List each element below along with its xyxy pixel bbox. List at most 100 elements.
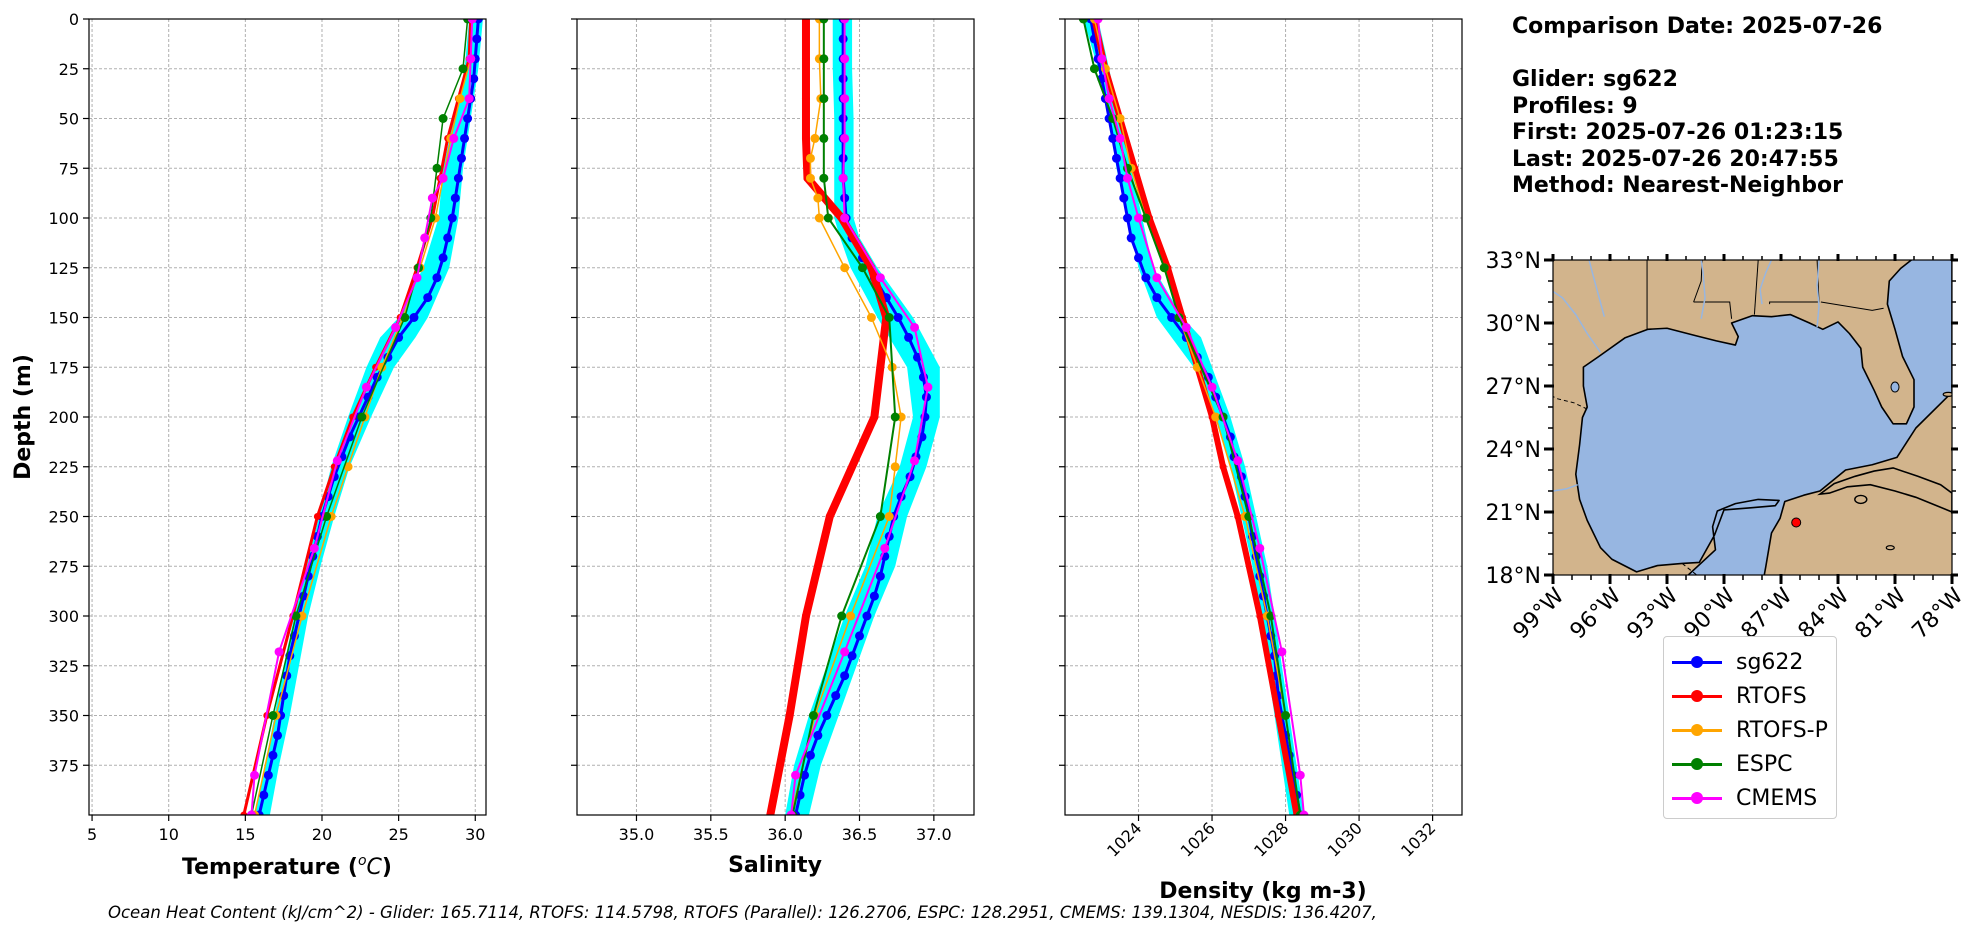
map-panel: 99°W96°W93°W90°W87°W84°W81°W78°W18°N21°N… bbox=[1486, 249, 1969, 644]
data-point bbox=[332, 456, 342, 466]
data-point bbox=[391, 322, 401, 332]
x-tick-label: 1024 bbox=[1103, 818, 1145, 860]
data-point bbox=[875, 571, 885, 581]
data-point bbox=[1219, 463, 1227, 471]
data-point bbox=[443, 233, 453, 243]
data-point bbox=[1115, 133, 1125, 143]
data-point bbox=[840, 213, 850, 223]
data-point bbox=[464, 94, 474, 104]
temperature-axis-label: Temperature (oC) bbox=[182, 853, 392, 880]
map-x-tick-label: 96°W bbox=[1566, 583, 1627, 644]
last-profile-time: Last: 2025-07-26 20:47:55 bbox=[1512, 146, 1839, 172]
data-point bbox=[1115, 173, 1125, 183]
gulf-of-mexico bbox=[1575, 260, 1952, 575]
temperature-panel: 0 25 50 75 100 125 150 175 200 225 250 275 300 325 350… bbox=[48, 10, 487, 844]
data-point bbox=[1126, 233, 1136, 243]
river bbox=[1553, 483, 1578, 492]
data-point bbox=[432, 163, 442, 173]
y-tick-label: 25 bbox=[59, 60, 79, 79]
x-tick-label: 1032 bbox=[1397, 818, 1439, 860]
data-point bbox=[801, 94, 810, 103]
grand-bahama bbox=[1942, 391, 1952, 397]
legend-label-rtofs: RTOFS bbox=[1736, 683, 1807, 709]
legend-item-cmems: CMEMS bbox=[1672, 781, 1836, 815]
data-point bbox=[857, 263, 867, 273]
data-point bbox=[866, 313, 876, 322]
y-tick-label: 200 bbox=[48, 408, 79, 427]
state-border bbox=[1753, 260, 1759, 315]
y-axis-label: Depth (m) bbox=[11, 354, 36, 480]
data-point bbox=[825, 512, 834, 521]
lake-okeechobee bbox=[1890, 381, 1900, 393]
y-tick-label: 325 bbox=[48, 657, 79, 676]
legend-item-espc: ESPC bbox=[1672, 747, 1836, 781]
x-tick-label: 25 bbox=[388, 825, 408, 844]
data-point bbox=[890, 412, 900, 422]
data-point bbox=[322, 512, 332, 521]
data-point bbox=[432, 273, 442, 283]
data-point bbox=[263, 770, 273, 780]
data-point bbox=[1277, 647, 1287, 657]
data-point bbox=[801, 612, 810, 620]
data-point bbox=[855, 631, 865, 641]
data-point bbox=[805, 173, 815, 183]
x-tick-label: 1026 bbox=[1177, 818, 1219, 860]
data-point bbox=[819, 19, 829, 24]
data-point bbox=[808, 711, 818, 720]
data-point bbox=[840, 54, 850, 64]
data-point bbox=[313, 513, 321, 520]
data-point bbox=[840, 671, 850, 681]
data-point bbox=[876, 363, 885, 372]
data-point bbox=[838, 34, 848, 44]
data-point bbox=[831, 691, 841, 701]
data-point bbox=[1119, 193, 1129, 203]
density-axis-label: Density (kg m-3) bbox=[1159, 879, 1367, 904]
data-point bbox=[447, 213, 457, 223]
data-point bbox=[449, 133, 459, 143]
y-tick-label: 50 bbox=[59, 110, 79, 129]
y-tick-label: 275 bbox=[48, 557, 79, 576]
data-point bbox=[250, 770, 260, 780]
data-point bbox=[438, 114, 448, 123]
data-point bbox=[1281, 711, 1291, 720]
y-tick-label: 300 bbox=[48, 607, 79, 626]
legend-swatch-sg622 bbox=[1672, 652, 1722, 672]
x-tick-label: 1028 bbox=[1250, 818, 1292, 860]
data-point bbox=[822, 711, 832, 720]
data-point bbox=[862, 611, 872, 621]
series-line bbox=[790, 19, 929, 815]
legend-item-rtofs-p: RTOFS-P bbox=[1672, 713, 1836, 747]
data-point bbox=[810, 133, 820, 143]
data-point bbox=[309, 543, 319, 553]
ocean-heat-content-footer: Ocean Heat Content (kJ/cm^2) - Glider: 1… bbox=[108, 903, 1377, 922]
data-point bbox=[1256, 612, 1264, 620]
data-point bbox=[1141, 273, 1151, 283]
x-tick-label: 36.0 bbox=[767, 825, 803, 844]
series-espc bbox=[1078, 19, 1305, 815]
data-point bbox=[438, 173, 448, 183]
map-y-tick-label: 18°N bbox=[1486, 564, 1541, 589]
data-point bbox=[890, 462, 900, 472]
data-point bbox=[466, 54, 476, 64]
glider-position-marker bbox=[1791, 517, 1802, 528]
data-point bbox=[412, 273, 422, 283]
data-point bbox=[1093, 19, 1103, 24]
state-border bbox=[1820, 301, 1884, 311]
data-point bbox=[838, 114, 848, 123]
data-point bbox=[1115, 114, 1125, 123]
cuba bbox=[1817, 467, 1952, 513]
river bbox=[1553, 290, 1602, 353]
data-point bbox=[847, 651, 857, 661]
data-point bbox=[880, 543, 890, 553]
data-point bbox=[458, 64, 468, 74]
data-point bbox=[1159, 263, 1169, 273]
river bbox=[1700, 260, 1706, 319]
data-point bbox=[1122, 173, 1132, 183]
data-point bbox=[274, 647, 284, 657]
legend-swatch-cmems bbox=[1672, 788, 1722, 808]
data-point bbox=[819, 133, 829, 143]
data-point bbox=[467, 19, 477, 24]
data-point bbox=[823, 213, 833, 223]
grid bbox=[89, 18, 486, 815]
